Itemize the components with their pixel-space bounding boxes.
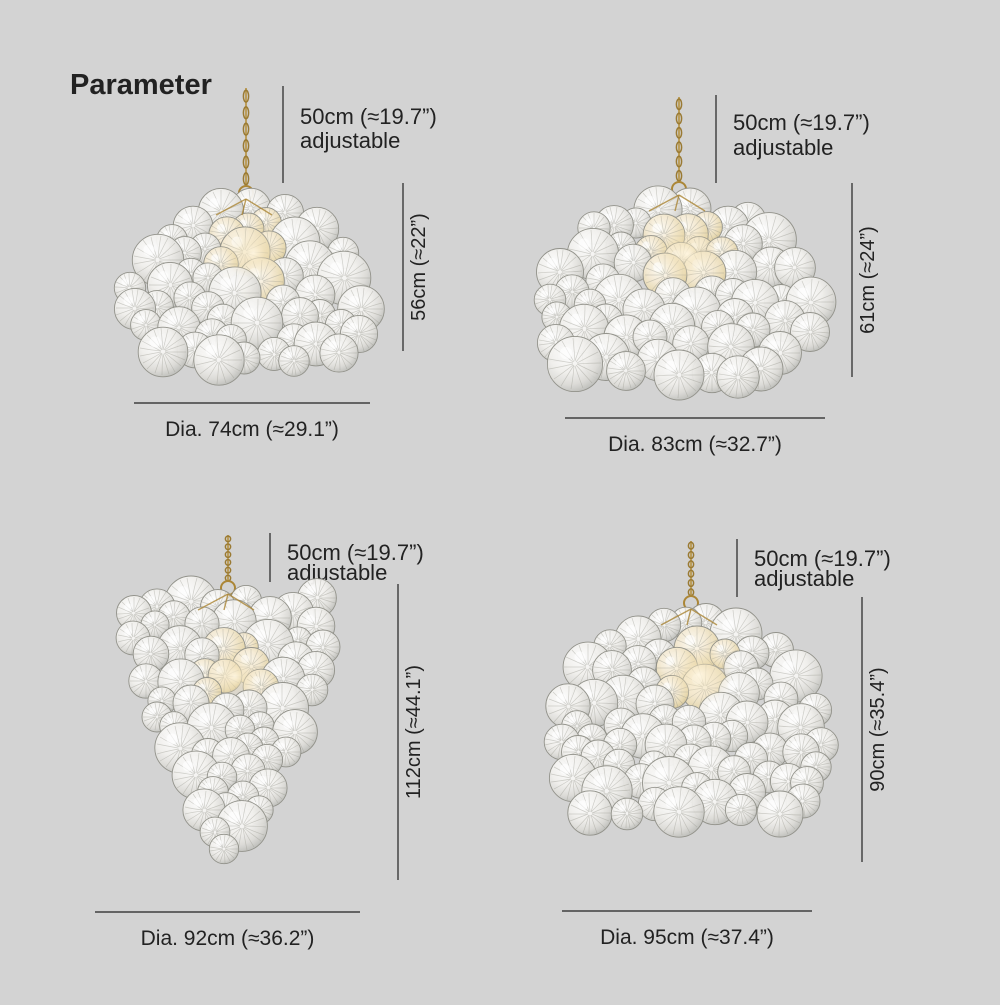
svg-text:Dia. 74cm (≈29.1”): Dia. 74cm (≈29.1”) [165,418,339,441]
svg-text:adjustable: adjustable [300,128,400,153]
svg-text:56cm (≈22”): 56cm (≈22”) [408,213,430,321]
svg-text:61cm (≈24”): 61cm (≈24”) [857,226,879,334]
svg-text:90cm (≈35.4”): 90cm (≈35.4”) [867,667,889,791]
svg-text:Dia. 95cm (≈37.4”): Dia. 95cm (≈37.4”) [600,926,774,949]
svg-text:112cm (≈44.1”): 112cm (≈44.1”) [403,665,425,799]
svg-text:50cm (≈19.7”): 50cm (≈19.7”) [733,110,870,135]
svg-text:Parameter: Parameter [70,69,212,101]
svg-text:adjustable: adjustable [754,566,854,591]
svg-text:adjustable: adjustable [287,560,387,585]
svg-text:adjustable: adjustable [733,135,833,160]
svg-text:Dia. 83cm (≈32.7”): Dia. 83cm (≈32.7”) [608,433,782,456]
svg-text:Dia. 92cm (≈36.2”): Dia. 92cm (≈36.2”) [141,927,315,950]
svg-text:50cm (≈19.7”): 50cm (≈19.7”) [300,104,437,129]
